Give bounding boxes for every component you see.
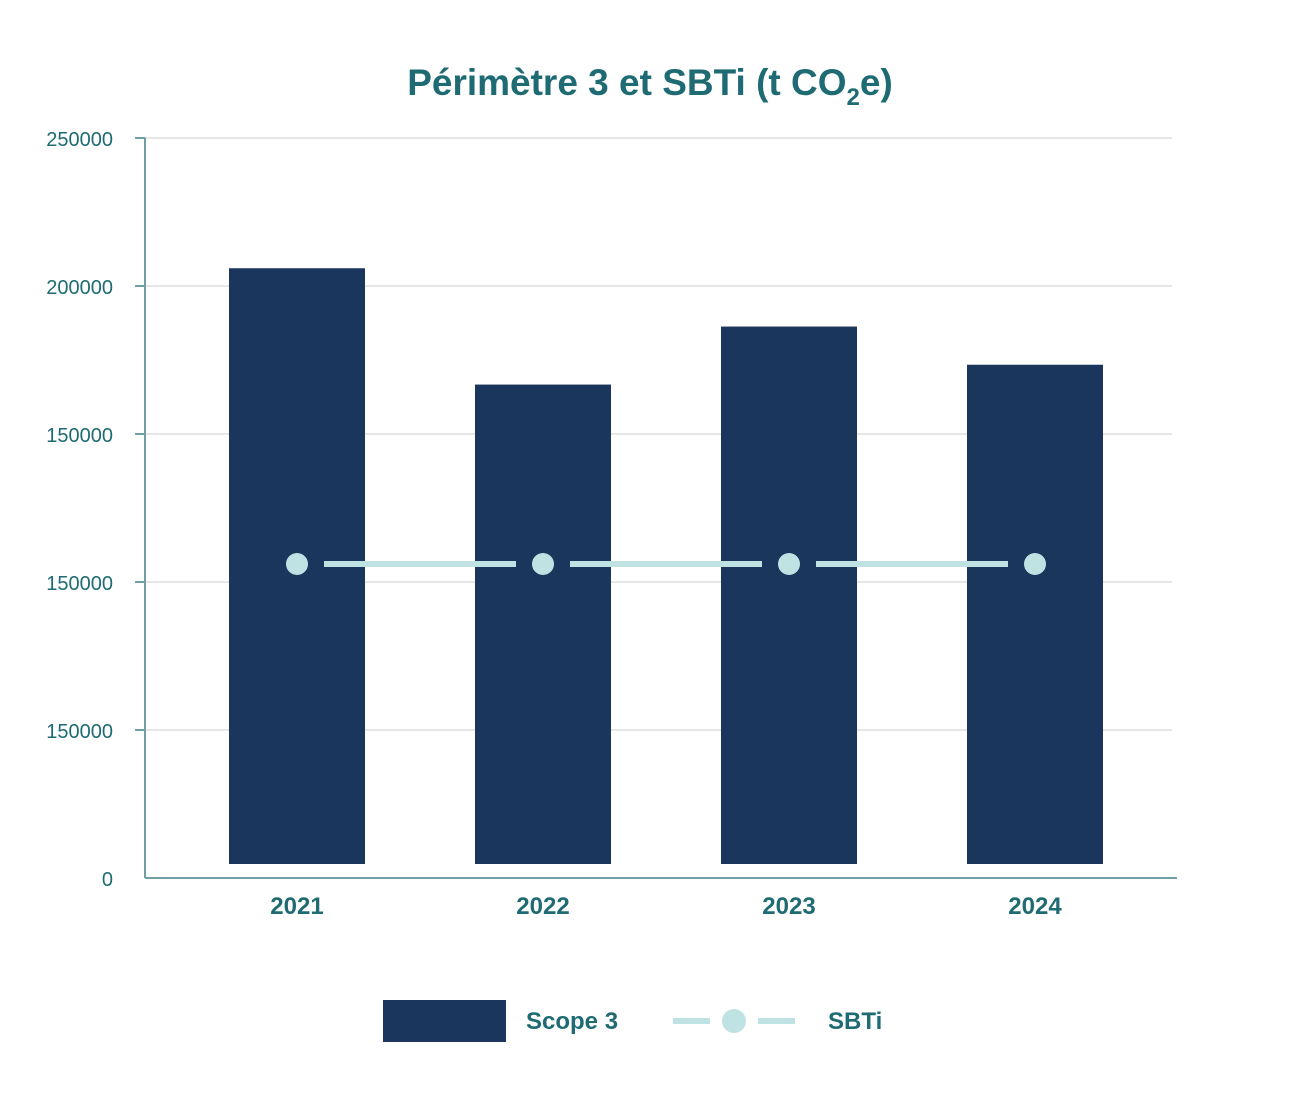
sbti-point-2021 (286, 553, 308, 575)
legend-swatch-sbti-point (722, 1009, 746, 1033)
chart-title: Périmètre 3 et SBTi (t CO2e) (407, 62, 893, 111)
chart-title-main: Périmètre 3 et SBTi (t CO (407, 62, 846, 103)
bar-series (229, 268, 1103, 864)
axes (135, 137, 1177, 879)
chart-title-suffix: e) (860, 62, 893, 103)
y-tick-label: 150000 (46, 721, 113, 743)
sbti-point-2024 (1024, 553, 1046, 575)
legend-label-sbti: SBTi (828, 1008, 882, 1035)
legend-swatch-scope3 (383, 1000, 506, 1042)
bar-2024 (967, 364, 1103, 864)
y-tick-label: 0 (102, 869, 113, 891)
x-tick-label: 2021 (270, 893, 323, 920)
sbti-point-2022 (532, 553, 554, 575)
x-tick-label: 2024 (1008, 893, 1062, 920)
x-tick-labels: 2021 2022 2023 2024 (270, 893, 1062, 920)
x-tick-label: 2023 (762, 893, 815, 920)
line-series (286, 553, 1046, 575)
chart-title-subscript: 2 (847, 84, 860, 111)
y-tick-label: 200000 (46, 277, 113, 299)
bar-2023 (721, 326, 857, 864)
sbti-point-2023 (778, 553, 800, 575)
bar-2022 (475, 384, 611, 864)
y-tick-label: 150000 (46, 425, 113, 447)
y-tick-labels: 0 150000 150000 150000 200000 250000 (46, 129, 113, 891)
y-tick-label: 250000 (46, 129, 113, 151)
y-tick-label: 150000 (46, 573, 113, 595)
x-tick-label: 2022 (516, 893, 569, 920)
legend-label-scope3: Scope 3 (526, 1008, 618, 1035)
legend: Scope 3 SBTi (383, 1000, 882, 1042)
